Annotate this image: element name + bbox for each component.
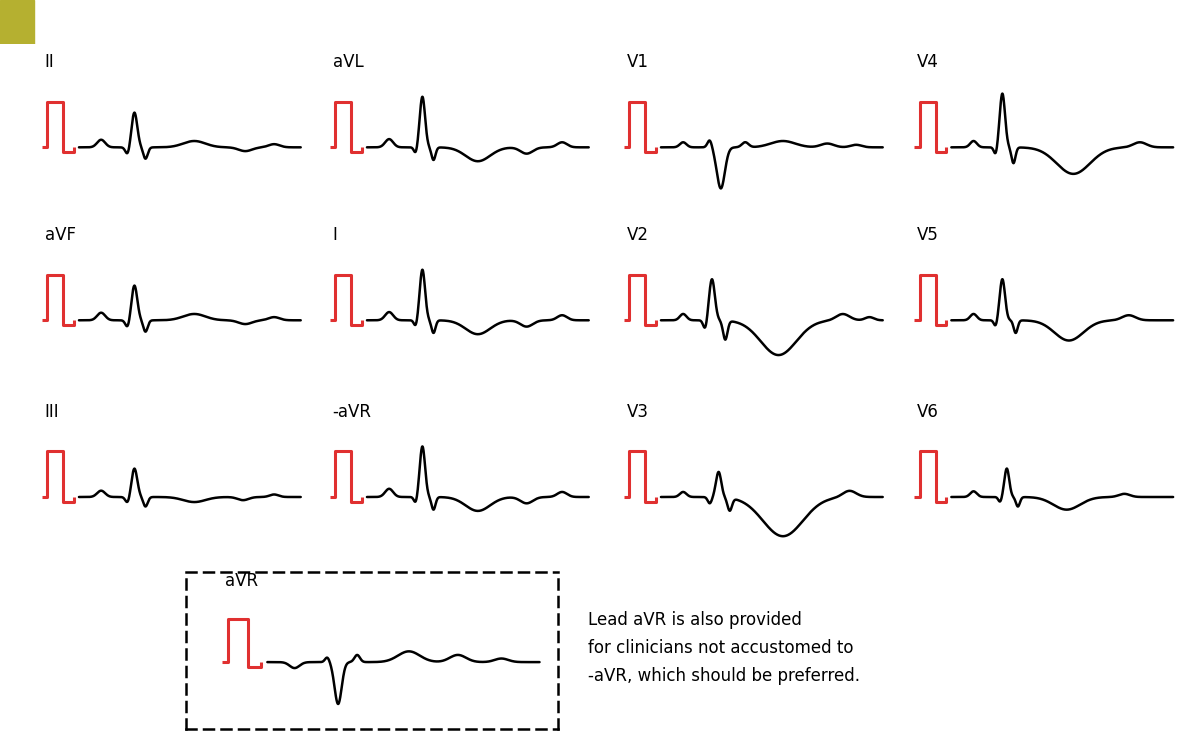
Text: aVF: aVF bbox=[44, 226, 76, 244]
Text: aVL: aVL bbox=[332, 53, 364, 71]
Text: III: III bbox=[44, 403, 59, 421]
Text: I: I bbox=[332, 226, 337, 244]
Text: Lead aVR is also provided
for clinicians not accustomed to
-aVR, which should be: Lead aVR is also provided for clinicians… bbox=[588, 611, 860, 684]
Text: -aVR: -aVR bbox=[332, 403, 372, 421]
Text: aVR: aVR bbox=[226, 572, 258, 590]
Text: V5: V5 bbox=[917, 226, 938, 244]
Text: V6: V6 bbox=[917, 403, 938, 421]
Text: Wellen’s syndrome: Wellen’s syndrome bbox=[43, 12, 241, 32]
Text: V1: V1 bbox=[626, 53, 649, 71]
Text: V2: V2 bbox=[626, 226, 649, 244]
Text: II: II bbox=[44, 53, 54, 71]
Bar bbox=[0, 0, 34, 44]
Text: V3: V3 bbox=[626, 403, 649, 421]
Text: V4: V4 bbox=[917, 53, 938, 71]
